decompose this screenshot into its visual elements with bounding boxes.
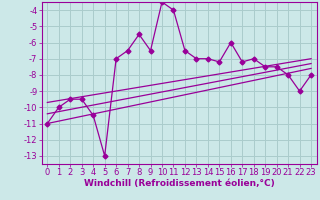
X-axis label: Windchill (Refroidissement éolien,°C): Windchill (Refroidissement éolien,°C) <box>84 179 275 188</box>
